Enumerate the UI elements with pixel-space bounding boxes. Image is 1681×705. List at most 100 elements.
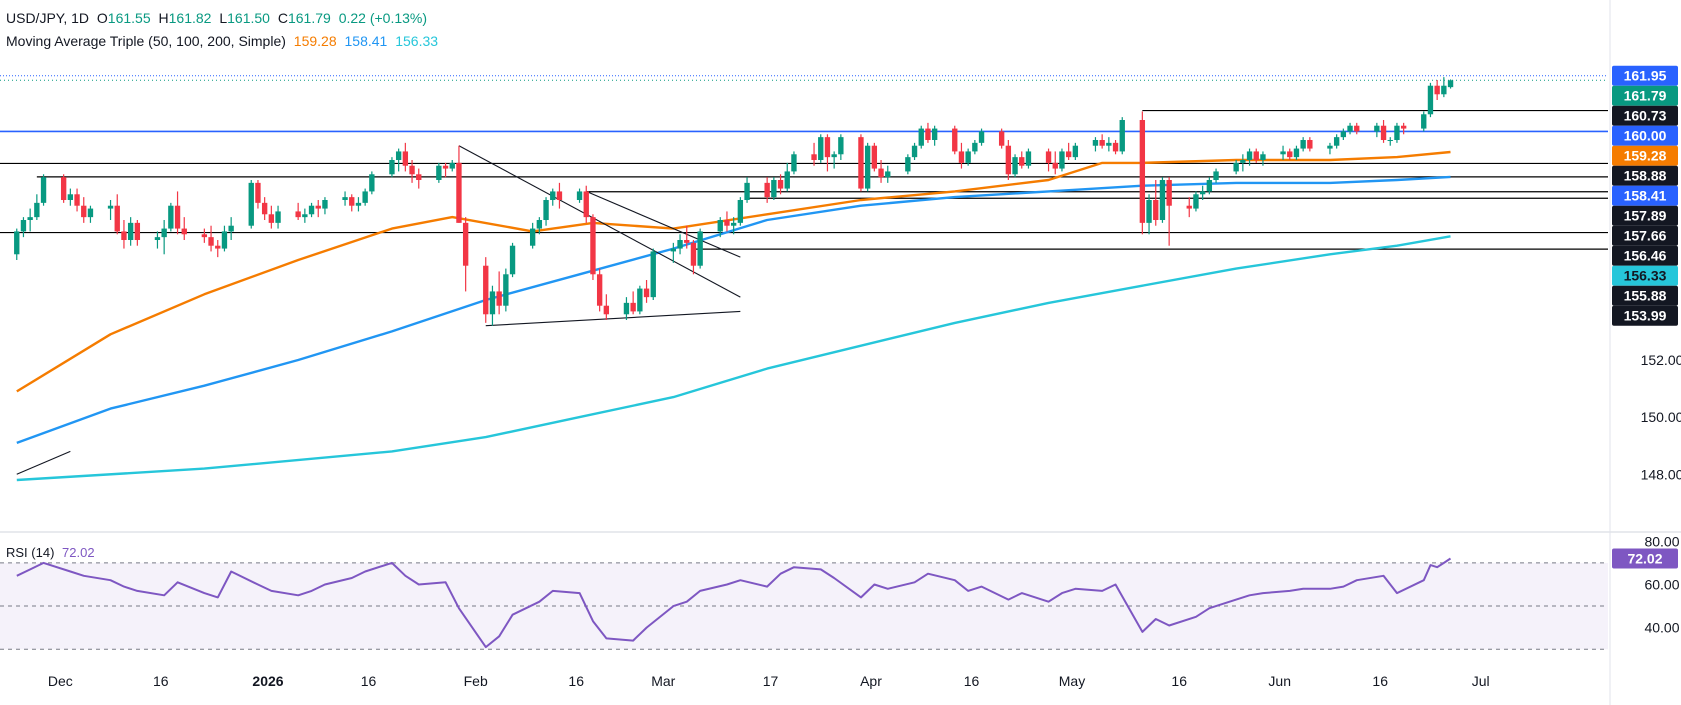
candle-body	[442, 165, 449, 169]
candles	[14, 77, 1454, 326]
time-tick-label: Jun	[1268, 673, 1291, 689]
price-tag-box	[1612, 245, 1678, 266]
candle-body	[1025, 151, 1032, 166]
candle-body	[1300, 140, 1306, 149]
candle-body	[67, 194, 74, 200]
candle-body	[931, 128, 938, 140]
time-tick-label: 16	[964, 673, 980, 689]
candle-body	[650, 251, 656, 298]
candle-body	[690, 242, 697, 266]
price-tag-box	[1612, 165, 1678, 186]
candle-body	[1119, 120, 1125, 152]
candle-body	[1293, 148, 1300, 158]
candle-body	[60, 177, 67, 200]
candle-body	[114, 205, 120, 232]
candle-body	[1233, 162, 1239, 172]
candle-body	[724, 220, 730, 226]
low-label: L	[219, 10, 228, 26]
candle-body	[529, 228, 536, 246]
candle-body	[885, 171, 891, 178]
rsi-title[interactable]: RSI (14)	[6, 545, 55, 560]
symbol-label[interactable]: USD/JPY, 1D	[6, 10, 89, 26]
candle-body	[583, 191, 589, 218]
candle-body	[1240, 160, 1246, 163]
time-axis: Dec 16 2026 16 Feb 16 Mar 17 Apr 16 May 16 Jun 16 Jul	[48, 673, 1490, 689]
candle-body	[764, 182, 770, 198]
candle-body	[556, 191, 563, 200]
price-tag-box	[1612, 185, 1678, 206]
candle-body	[295, 211, 301, 218]
price-tag-label: 161.95	[1624, 68, 1667, 84]
candle-body	[489, 291, 496, 315]
candle-body	[1354, 125, 1360, 132]
rsi-line	[16, 557, 1452, 649]
candle-body	[1005, 145, 1012, 175]
close-value: 161.79	[287, 10, 331, 26]
candle-body	[362, 191, 368, 203]
price-tag-label: 160.00	[1624, 128, 1667, 144]
candle-body	[878, 168, 884, 178]
price-tag-box	[1612, 305, 1678, 326]
candle-body	[1333, 137, 1340, 146]
candle-body	[436, 165, 442, 180]
price-tick-label: 152.00	[1641, 352, 1681, 368]
candle-body	[483, 265, 489, 315]
price-tag-box	[1612, 105, 1678, 126]
candle-body	[1045, 151, 1052, 163]
rsi-tag-box	[1612, 548, 1678, 569]
moving-average-lines	[16, 150, 1451, 482]
candle-body	[550, 191, 556, 200]
ma-title[interactable]: Moving Average Triple (50, 100, 200, Sim…	[6, 33, 286, 49]
candle-body	[1012, 157, 1018, 175]
price-tag-label: 153.99	[1624, 308, 1667, 324]
candle-body	[34, 202, 40, 218]
candle-body	[1434, 85, 1440, 95]
candle-body	[456, 162, 462, 223]
candle-body	[1199, 191, 1206, 195]
price-tag-label: 161.79	[1624, 88, 1667, 104]
price-tag-box	[1612, 145, 1678, 166]
candle-body	[1112, 142, 1119, 152]
candle-body	[791, 154, 797, 172]
candle-body	[27, 217, 33, 220]
candle-body	[315, 205, 321, 209]
candle-body	[637, 288, 643, 312]
candle-body	[1166, 180, 1172, 206]
candle-body	[730, 222, 737, 226]
candle-body	[1052, 162, 1058, 169]
candle-body	[342, 197, 348, 200]
candle-body	[543, 200, 549, 220]
candle-body	[40, 177, 47, 203]
candle-body	[462, 222, 469, 266]
candle-body	[168, 205, 174, 229]
candle-body	[958, 151, 965, 163]
candle-body	[208, 237, 214, 246]
candle-body	[784, 171, 790, 189]
price-tag-label: 156.33	[1624, 268, 1667, 284]
candle-body	[1106, 142, 1112, 146]
price-tag-label: 155.88	[1624, 288, 1667, 304]
time-tick-label: 16	[1171, 673, 1187, 689]
candle-body	[1065, 151, 1072, 158]
candle-body	[1447, 80, 1454, 88]
time-tick-label: Apr	[860, 673, 882, 689]
candle-body	[824, 137, 831, 158]
candle-body	[1099, 140, 1105, 146]
candle-body	[811, 154, 817, 160]
candle-body	[623, 302, 630, 315]
candle-body	[684, 240, 690, 243]
candle-body	[1159, 180, 1166, 220]
candle-body	[308, 205, 315, 215]
price-tag-label: 158.41	[1624, 188, 1667, 204]
change-value: 0.22 (+0.13%)	[338, 10, 428, 26]
candle-body	[1260, 154, 1266, 160]
rsi-tick-label: 40.00	[1644, 620, 1679, 636]
time-tick-label: Jul	[1472, 673, 1490, 689]
trendline	[16, 450, 71, 475]
candle-body	[1019, 157, 1025, 166]
candle-body	[302, 214, 308, 218]
price-tags: 161.95 161.79 160.73 160.00 159.28 158.88 158.…	[1612, 65, 1678, 326]
time-tick-label: 16	[361, 673, 377, 689]
